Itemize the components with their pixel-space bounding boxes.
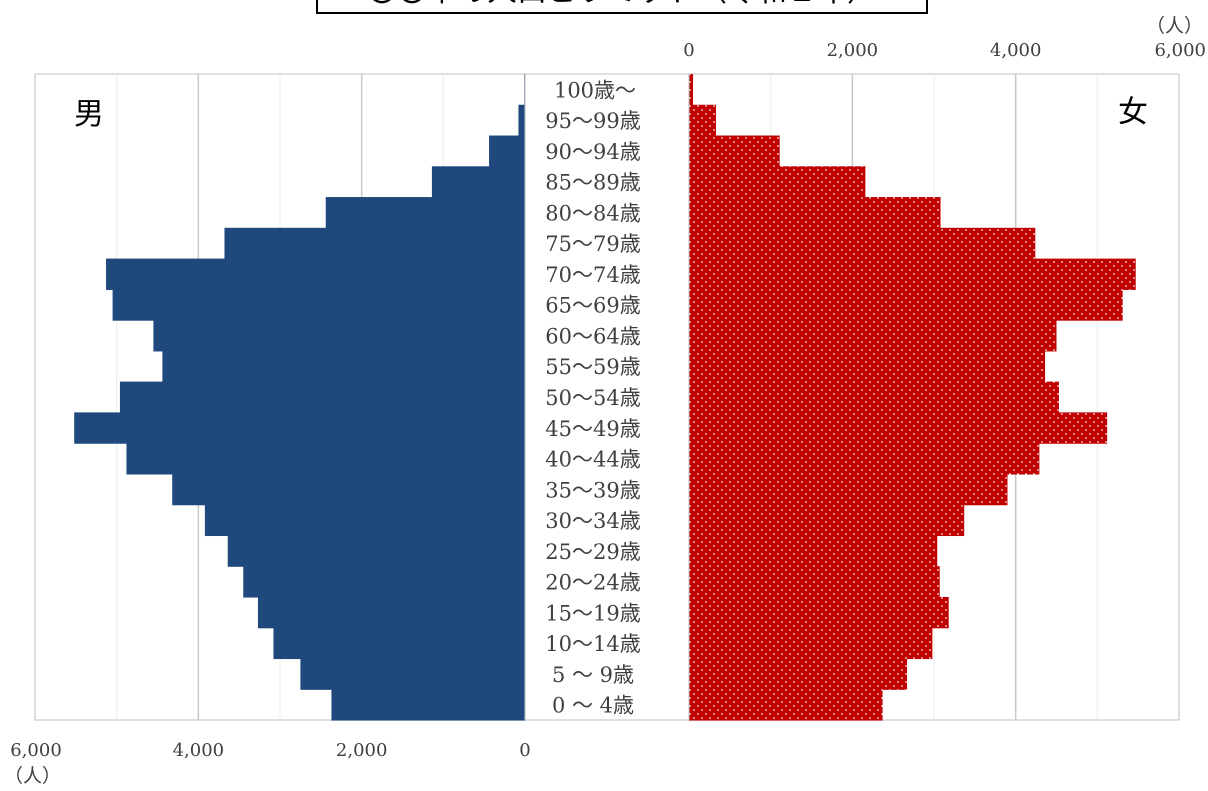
tick-label-female: 6,000 bbox=[1154, 40, 1206, 61]
bar-female bbox=[689, 689, 883, 721]
tick-label-female: 2,000 bbox=[827, 40, 879, 61]
bar-male bbox=[489, 135, 525, 167]
age-label: 60～64歳 bbox=[545, 324, 640, 348]
bar-female bbox=[689, 566, 940, 598]
bar-female bbox=[689, 535, 938, 567]
bar-male bbox=[257, 596, 525, 629]
tick-label-female: 0 bbox=[683, 40, 694, 61]
bar-female bbox=[689, 596, 949, 629]
bar-female bbox=[689, 227, 1036, 260]
unit-label-male: （人） bbox=[4, 765, 61, 787]
bar-male bbox=[106, 258, 526, 290]
bar-male bbox=[172, 473, 525, 506]
bar-female bbox=[689, 350, 1046, 383]
age-label: 40～44歳 bbox=[545, 448, 640, 472]
bar-female bbox=[689, 166, 866, 198]
bar-male bbox=[126, 443, 525, 475]
bar-female bbox=[689, 258, 1136, 290]
bar-female bbox=[689, 443, 1040, 475]
age-label: 20～24歳 bbox=[545, 571, 640, 595]
bar-female bbox=[689, 104, 716, 137]
age-label: 95～99歳 bbox=[545, 109, 640, 133]
label-band bbox=[525, 75, 689, 719]
age-label: 70～74歳 bbox=[545, 263, 640, 287]
tick-label-female: 4,000 bbox=[990, 40, 1042, 61]
bar-male bbox=[243, 566, 525, 598]
bar-male bbox=[273, 627, 525, 660]
bar-male bbox=[518, 104, 525, 137]
bar-male bbox=[119, 381, 525, 413]
bar-female bbox=[689, 320, 1057, 352]
bar-female bbox=[689, 74, 694, 106]
age-label: 65～69歳 bbox=[545, 294, 640, 318]
bar-male bbox=[224, 227, 525, 260]
bar-female bbox=[689, 627, 933, 660]
age-label: 85～89歳 bbox=[545, 171, 640, 195]
age-label: 0 ～ 4歳 bbox=[552, 694, 634, 718]
age-label: 10～14歳 bbox=[545, 632, 640, 656]
bar-female bbox=[689, 381, 1059, 413]
age-label: 45～49歳 bbox=[545, 417, 640, 441]
age-label: 80～84歳 bbox=[545, 201, 640, 225]
bar-male bbox=[162, 350, 525, 383]
age-label: 75～79歳 bbox=[545, 232, 640, 256]
age-label: 35～39歳 bbox=[545, 478, 640, 502]
bar-male bbox=[153, 320, 525, 352]
tick-label-male: 2,000 bbox=[336, 740, 388, 761]
bar-male bbox=[204, 504, 525, 537]
bar-female bbox=[689, 504, 965, 537]
bar-male bbox=[74, 412, 525, 444]
tick-label-male: 4,000 bbox=[173, 740, 225, 761]
bar-male bbox=[300, 658, 525, 690]
bar-female bbox=[689, 658, 908, 690]
male-label: 男 bbox=[74, 97, 104, 132]
bar-female bbox=[689, 473, 1008, 506]
tick-label-male: 0 bbox=[519, 740, 530, 761]
bar-male bbox=[325, 197, 525, 229]
age-label: 30～34歳 bbox=[545, 509, 640, 533]
bar-female bbox=[689, 289, 1123, 321]
bar-male bbox=[112, 289, 525, 321]
bar-male bbox=[331, 689, 525, 721]
chart-title-text: 〇〇市の人口ピラミッド（令和２年） bbox=[367, 0, 877, 10]
age-label: 15～19歳 bbox=[545, 601, 640, 625]
tick-label-male: 6,000 bbox=[10, 740, 62, 761]
bar-male bbox=[431, 166, 525, 198]
age-label: 55～59歳 bbox=[545, 355, 640, 379]
bar-male bbox=[227, 535, 525, 567]
bar-female bbox=[689, 135, 780, 167]
female-label: 女 bbox=[1118, 95, 1148, 130]
bar-female bbox=[689, 412, 1108, 444]
chart-title: 〇〇市の人口ピラミッド（令和２年） bbox=[316, 0, 928, 14]
age-label: 90～94歳 bbox=[545, 140, 640, 164]
bar-female bbox=[689, 197, 941, 229]
age-label: 50～54歳 bbox=[545, 386, 640, 410]
age-label: 25～29歳 bbox=[545, 540, 640, 564]
plot-frame bbox=[34, 73, 1180, 721]
age-label: 5 ～ 9歳 bbox=[552, 663, 634, 687]
unit-label-female: （人） bbox=[1146, 15, 1203, 37]
age-label: 100歳～ bbox=[554, 78, 636, 102]
